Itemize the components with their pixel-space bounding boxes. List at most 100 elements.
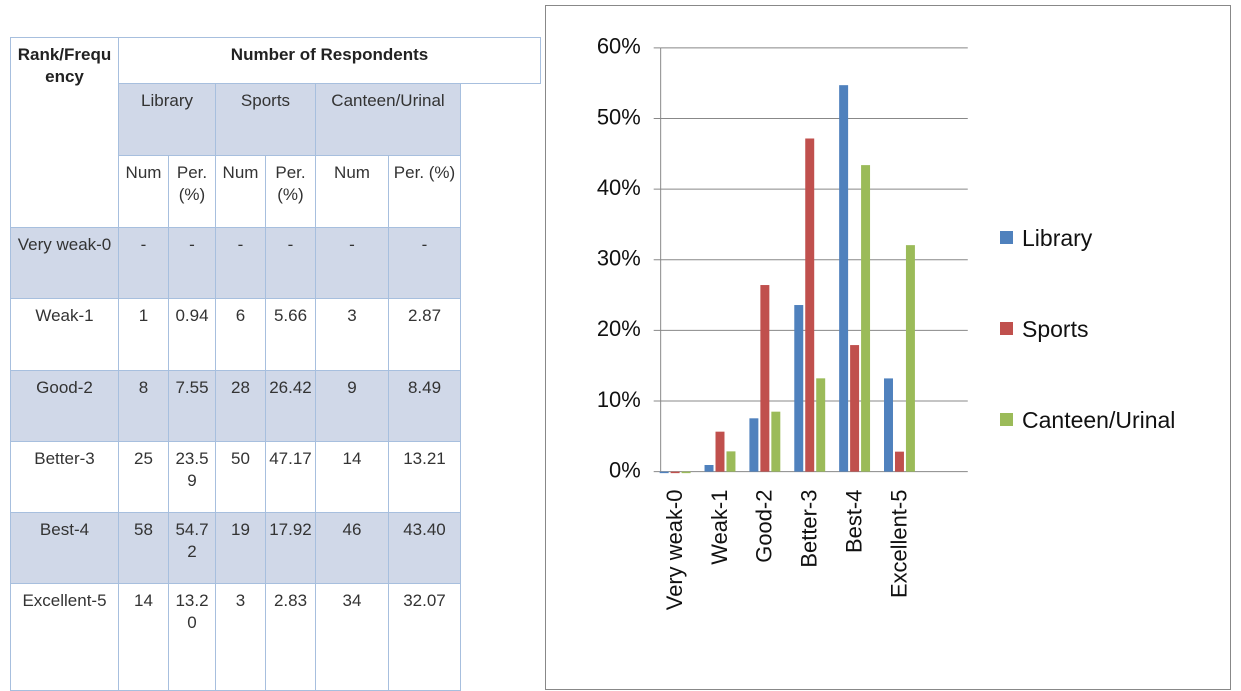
bar [704,464,714,472]
bar [749,418,759,472]
table-cell: 32.07 [388,583,461,691]
table-cell: 17.92 [265,512,316,584]
table-row: Better-3 25 23.59 50 47.17 14 13.21 [10,441,541,513]
table-cell: 2.87 [388,298,461,371]
table-cell: 5.66 [265,298,316,371]
x-tick-label: Good-2 [752,490,777,563]
legend-entry: Canteen/Urinal [1000,404,1195,495]
table-cell: 14 [315,441,389,513]
bar [670,471,680,474]
table-row: Good-2 8 7.55 28 26.42 9 8.49 [10,370,541,442]
table-cell: 26.42 [265,370,316,442]
table-cell: Weak-1 [10,298,119,371]
table-row: Best-4 58 54.72 19 17.92 46 43.40 [10,512,541,584]
bar [861,165,871,472]
legend-label: Canteen/Urinal [1022,407,1176,433]
table-cell: 13.20 [168,583,216,691]
table-cell: 43.40 [388,512,461,584]
x-tick-label: Excellent-5 [886,490,911,598]
table-cell: 9 [315,370,389,442]
group-cell: Sports [215,83,316,156]
y-tick-label: 30% [597,246,641,271]
bar [681,471,691,474]
bar [715,431,725,472]
y-tick-label: 0% [609,457,641,482]
table-row: Weak-1 1 0.94 6 5.66 3 2.87 [10,298,541,371]
table-cell: 34 [315,583,389,691]
bar [659,471,669,474]
bar [771,411,781,472]
table-cell: 47.17 [265,441,316,513]
table-cell: 3 [215,583,266,691]
table-cell: 28 [215,370,266,442]
bar [805,138,815,472]
table-cell: Better-3 [10,441,119,513]
bar [816,378,826,472]
bar [905,245,915,472]
group-cell: Library [118,83,216,156]
table-cell: 6 [215,298,266,371]
bar [894,451,904,472]
table-cell: 1 [118,298,169,371]
legend-entry: Library [1000,222,1195,313]
subheader-cell: Per. (%) [168,155,216,228]
table-cell: - [315,227,389,299]
table-row: Rank/Frequency Number of Respondents [10,37,541,228]
table-cell: Very weak-0 [10,227,119,299]
table-cell: 19 [215,512,266,584]
table-cell: 2.83 [265,583,316,691]
table-cell: 50 [215,441,266,513]
bar [760,285,770,472]
table-cell: - [118,227,169,299]
table-row: Num Per. (%) Num Per. (%) Num Per. (%) [11,155,541,228]
y-tick-label: 10% [597,387,641,412]
bar [794,305,804,472]
legend: Library Sports Canteen/Urinal [1000,222,1195,495]
table-cell: 58 [118,512,169,584]
table-cell: - [265,227,316,299]
legend-swatch [1000,322,1013,335]
legend-label: Library [1022,225,1093,251]
y-tick-label: 50% [597,104,641,129]
table-cell: Excellent-5 [10,583,119,691]
table-cell: - [215,227,266,299]
table-row: Library Sports Canteen/Urinal [11,83,541,156]
subheader-cell: Per. (%) [388,155,461,228]
legend-swatch [1000,413,1013,426]
chart: 0% 10% 20% 30% 40% 50% 60% Very weak-0 Weak-1 Goo… [545,5,1231,690]
header-cell: Number of Respondents [118,37,541,84]
table-cell: - [168,227,216,299]
bar [850,345,860,472]
subheader-cell: Num [215,155,266,228]
table-cell: 54.72 [168,512,216,584]
subheader-cell: Num [315,155,389,228]
table-row: Excellent-5 14 13.20 3 2.83 34 32.07 [10,583,541,691]
group-cell: Canteen/Urinal [315,83,461,156]
table-row: Very weak-0- - - - - - [10,227,541,299]
y-tick-label: 20% [597,316,641,341]
legend-entry: Sports [1000,313,1195,404]
x-tick-label: Very weak-0 [662,490,687,611]
table-cell: Good-2 [10,370,119,442]
subheader-cell: Per. (%) [265,155,316,228]
header-cell: Rank/Frequency [10,37,119,228]
table-cell: 14 [118,583,169,691]
table-cell: 7.55 [168,370,216,442]
y-tick-label: 60% [597,34,641,59]
table-cell: 23.59 [168,441,216,513]
table-cell: 8 [118,370,169,442]
subheader-cell: Num [118,155,169,228]
bar [839,85,849,472]
table-cell: 46 [315,512,389,584]
data-table: Rank/Frequency Number of Respondents Libra… [10,37,541,691]
bar [726,451,736,472]
table-cell: 13.21 [388,441,461,513]
x-tick-label: Best-4 [841,490,866,553]
table-cell: 3 [315,298,389,371]
x-tick-label: Better-3 [797,490,822,568]
legend-label: Sports [1022,316,1089,342]
legend-swatch [1000,231,1013,244]
table-cell: 8.49 [388,370,461,442]
table-cell: 25 [118,441,169,513]
